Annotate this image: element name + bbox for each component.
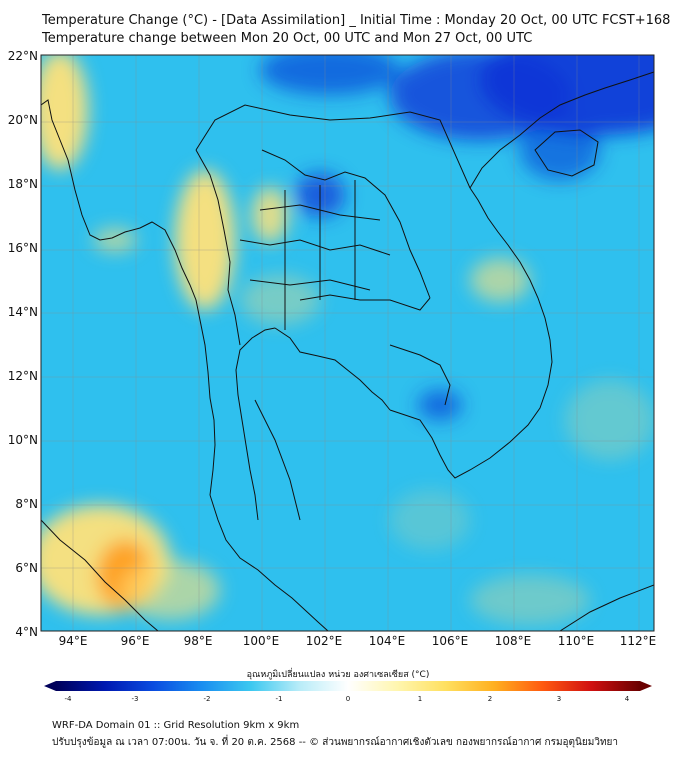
temperature-anomaly-warm-8: [252, 187, 288, 243]
coastline-borneo: [559, 584, 654, 631]
title-line-2: Temperature change between Mon 20 Oct, 0…: [42, 31, 533, 46]
temperature-anomaly-cold-5: [418, 390, 462, 420]
coastline-peninsula: [209, 494, 329, 631]
colorbar-tick-2: 2: [487, 695, 493, 703]
lon-label-96: 96°E: [120, 634, 150, 648]
lat-label-4: 4°N: [15, 625, 38, 639]
title-line-1: Temperature Change (°C) - [Data Assimila…: [42, 13, 671, 28]
lat-label-10: 10°N: [7, 433, 38, 447]
coastlines-and-borders: [41, 71, 654, 631]
provinces-thailand: [239, 180, 391, 521]
lon-label-98: 98°E: [183, 634, 213, 648]
temperature-anomaly-warm-7: [175, 170, 235, 310]
colorbar-tick-4: 4: [624, 695, 630, 703]
colorbar-title: อุณหภูมิเปลี่ยนแปลง หน่วย องศาเซลเซียส (…: [246, 670, 430, 680]
colorbar-tick-1: 1: [417, 695, 423, 703]
lat-label-14: 14°N: [7, 305, 38, 319]
temperature-anomaly-warm-15: [565, 380, 654, 460]
border-thailand-myanmar: [195, 149, 241, 346]
map-frame: [40, 54, 655, 632]
lat-label-12: 12°N: [7, 369, 38, 383]
border-china: [195, 104, 471, 189]
coastline-cambodia-vietnam: [389, 187, 553, 479]
temperature-anomaly-warm-14: [120, 560, 220, 620]
lat-label-22: 22°N: [7, 49, 38, 63]
coastline-hainan: [534, 129, 599, 177]
footer-credit: ปรับปรุงข้อมูล ณ เวลา 07:00น. วัน จ. ที่…: [52, 737, 619, 748]
coastline-gulf-east: [274, 327, 391, 411]
lon-label-102: 102°E: [305, 634, 343, 648]
colorbar-tick-0: 0: [345, 695, 351, 703]
coastline-gulf-west: [235, 327, 276, 521]
lon-label-112: 112°E: [619, 634, 657, 648]
colorbar-tick-m4: -4: [64, 695, 72, 703]
border-cambodia-vietnam: [389, 344, 451, 406]
colorbar-tick-m3: -3: [131, 695, 139, 703]
coastline-myanmar-west: [41, 99, 216, 496]
lon-label-100: 100°E: [242, 634, 280, 648]
temperature-anomaly-cold-2: [260, 55, 400, 95]
colorbar-tick-m1: -1: [275, 695, 283, 703]
colorbar-min-extend: [44, 681, 56, 691]
temperature-anomaly-warm-6: [41, 55, 88, 170]
lat-label-6: 6°N: [15, 561, 38, 575]
lat-label-8: 8°N: [15, 497, 38, 511]
lon-label-110: 110°E: [557, 634, 595, 648]
temperature-anomaly-warm-17: [390, 490, 470, 550]
temperature-anomaly-warm-10: [470, 258, 530, 302]
colorbar-max-extend: [640, 681, 652, 691]
lon-label-106: 106°E: [431, 634, 469, 648]
temperature-anomaly-warm-16: [470, 575, 590, 625]
lat-label-16: 16°N: [7, 241, 38, 255]
border-thailand-laos: [261, 149, 431, 299]
coastline-sumatra: [41, 519, 159, 631]
temperature-anomaly-cold-3: [520, 120, 600, 180]
temperature-field: [41, 55, 654, 625]
lat-lon-grid: [41, 55, 654, 631]
colorbar-tick-3: 3: [556, 695, 562, 703]
footer-resolution: WRF-DA Domain 01 :: Grid Resolution 9km …: [52, 720, 300, 731]
lon-label-94: 94°E: [58, 634, 88, 648]
colorbar-tick-m2: -2: [203, 695, 211, 703]
coastline-vietnam-north: [469, 71, 654, 189]
temperature-anomaly-warm-11: [240, 275, 320, 325]
lon-label-108: 108°E: [494, 634, 532, 648]
lat-label-20: 20°N: [7, 113, 38, 127]
colorbar-gradient: [56, 681, 640, 691]
border-thailand-cambodia: [299, 294, 431, 311]
colorbar: [44, 681, 652, 691]
temperature-anomaly-warm-9: [93, 228, 137, 252]
lat-label-18: 18°N: [7, 177, 38, 191]
lon-label-104: 104°E: [368, 634, 406, 648]
